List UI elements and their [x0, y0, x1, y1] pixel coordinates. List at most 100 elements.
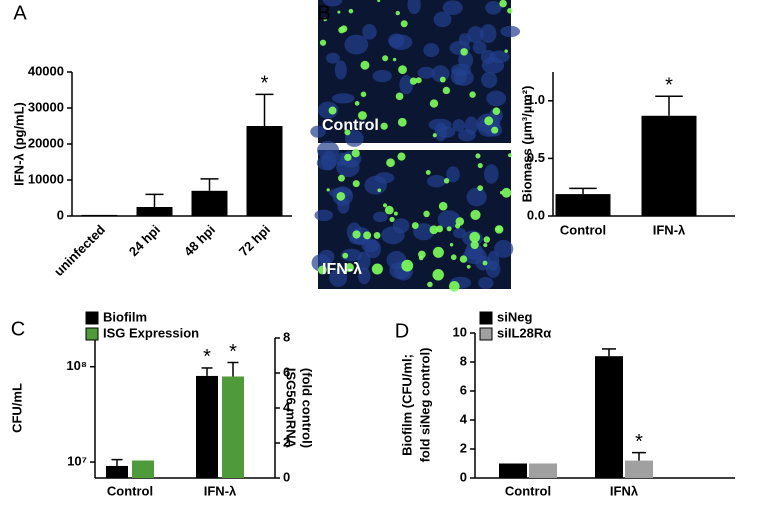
nucleus [452, 227, 467, 239]
nucleus [428, 118, 452, 131]
bacteria [371, 263, 383, 275]
x-tick-label: IFNλ [610, 483, 639, 498]
panel-label: D [395, 320, 409, 342]
tick-label: 30000 [28, 99, 64, 114]
nucleus [478, 276, 494, 289]
bacteria [504, 49, 508, 53]
bacteria [398, 65, 407, 75]
x-tick-label: IFN-λ [204, 483, 237, 498]
bacteria [439, 76, 446, 83]
bacteria [377, 0, 381, 3]
bar [191, 190, 228, 216]
panel-label: A [13, 2, 27, 24]
tick-label: 0.5 [527, 150, 545, 165]
bar [196, 375, 218, 478]
bar [555, 194, 611, 216]
bacteria [338, 26, 345, 34]
bacteria [395, 92, 404, 101]
significance-mark: * [261, 73, 269, 95]
bar [625, 460, 653, 478]
nucleus [458, 51, 474, 69]
bacteria [466, 264, 471, 269]
tick-label: 2 [460, 440, 467, 455]
significance-mark: * [635, 431, 643, 453]
nucleus [472, 41, 487, 55]
nucleus [329, 268, 348, 287]
y-axis-label: Biofilm (CFU/ml; [399, 354, 414, 456]
nucleus [357, 267, 371, 285]
x-tick-label: 72 hpi [236, 222, 273, 259]
x-tick-label: uninfected [51, 222, 108, 279]
tick-label: 8 [460, 353, 467, 368]
bar [136, 207, 173, 216]
significance-mark: * [229, 341, 237, 363]
nucleus [500, 25, 521, 38]
nucleus [322, 0, 343, 7]
nucleus [484, 164, 499, 184]
bacteria [373, 232, 381, 239]
y-axis-label: Biomass (µm³/µm²) [519, 86, 534, 203]
nucleus [437, 210, 461, 229]
bacteria [427, 281, 433, 288]
bacteria [455, 217, 465, 226]
nucleus [433, 11, 452, 28]
bacteria [397, 117, 407, 127]
bacteria [491, 126, 499, 134]
bacteria [450, 254, 457, 261]
nucleus [314, 209, 334, 222]
nucleus [317, 140, 340, 160]
bacteria [423, 210, 430, 218]
bacteria [395, 10, 401, 16]
nucleus [326, 52, 340, 64]
nucleus [467, 26, 484, 44]
nucleus [318, 249, 335, 264]
nucleus [426, 175, 446, 188]
bacteria [363, 231, 372, 240]
bacteria [389, 216, 395, 223]
y-axis-label: IFN-λ (pg/mL) [11, 102, 26, 186]
tick-label: 0.0 [527, 207, 545, 222]
image-label: IFN-λ [322, 261, 362, 278]
bacteria [386, 158, 395, 168]
bacteria [344, 263, 354, 272]
nucleus [463, 247, 487, 265]
nucleus [388, 33, 405, 48]
bacteria [501, 187, 512, 198]
x-tick-label: Control [107, 483, 153, 498]
nucleus [365, 239, 382, 259]
legend-label: ISG Expression [103, 325, 199, 340]
tick-label: 8 [283, 329, 290, 344]
bacteria [323, 17, 327, 22]
bacteria [507, 8, 513, 14]
bacteria [342, 252, 349, 259]
nucleus [423, 43, 440, 58]
bar [81, 214, 118, 216]
nucleus [480, 49, 496, 64]
y-axis-label: fold siNeg control) [417, 348, 432, 463]
tick-label: 1.0 [527, 92, 545, 107]
nucleus [446, 166, 460, 183]
x-tick-label: 48 hpi [181, 222, 218, 259]
nucleus [392, 218, 410, 234]
bacteria [360, 60, 370, 70]
x-tick-label: Control [505, 483, 551, 498]
legend-swatch [85, 311, 99, 325]
tick-label: 10 [453, 324, 467, 339]
bar [246, 126, 283, 216]
bar [595, 356, 623, 478]
bacteria [432, 133, 437, 138]
bacteria [382, 55, 389, 62]
tick-label: 10⁷ [67, 453, 87, 468]
bacteria [449, 243, 454, 247]
bacteria [460, 48, 468, 56]
bacteria [326, 188, 330, 192]
significance-mark: * [203, 346, 211, 368]
tick-label: 20000 [28, 135, 64, 150]
tick-label: 0 [57, 207, 64, 222]
nucleus [485, 1, 502, 15]
legend-label: Biofilm [103, 309, 147, 324]
nucleus [372, 69, 392, 83]
bacteria [352, 230, 361, 239]
bacteria [469, 231, 481, 243]
